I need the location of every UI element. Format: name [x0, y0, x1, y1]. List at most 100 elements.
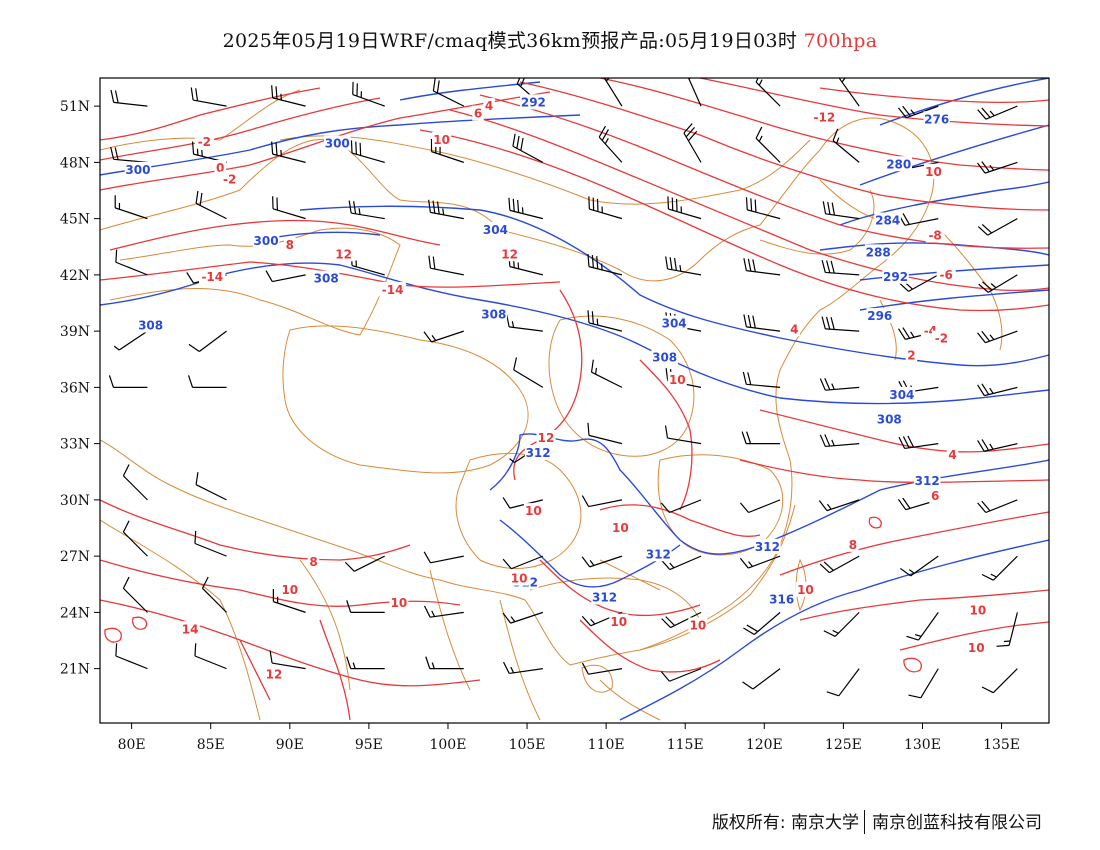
wind-barb	[977, 105, 1018, 120]
temp-contour-l	[819, 87, 1049, 104]
wind-barb	[978, 274, 1018, 293]
wind-barb	[269, 650, 306, 670]
height-contour-308	[100, 262, 1049, 405]
copyright-text: 版权所有: 南京大学	[711, 813, 859, 833]
height-contour-label-bg	[754, 538, 781, 554]
height-contour-label-bg	[324, 135, 351, 151]
height-contour-label: 308	[652, 350, 677, 364]
temp-contour-t	[599, 504, 761, 537]
temperature-contour-label: 10	[525, 504, 542, 518]
height-contour-label: 312	[592, 590, 617, 604]
plot-area: 2923003002762802842882922963003043043083…	[100, 78, 1049, 723]
wind-barb	[271, 141, 306, 163]
wind-barb	[660, 499, 702, 514]
wind-barb	[683, 123, 702, 163]
wind-barb	[512, 133, 544, 163]
wind-barb	[588, 196, 623, 220]
temperature-contour-label-bg	[946, 446, 959, 462]
x-tick-label: 120E	[746, 737, 783, 753]
height-contour-label-bg	[874, 212, 901, 228]
taiwan	[795, 558, 807, 612]
height-contour-label-bg	[137, 317, 164, 333]
wind-barb	[823, 611, 860, 637]
wind-barb	[821, 260, 860, 276]
temp-contour-n	[639, 359, 693, 511]
height-contour-label: 312	[915, 474, 940, 488]
wind-barb	[739, 499, 781, 514]
wind-barb	[423, 330, 464, 343]
wind-barb	[826, 668, 860, 697]
temperature-contour-label-bg	[968, 602, 988, 618]
wind-barb	[113, 330, 148, 351]
wind-barb	[664, 425, 702, 445]
tibet-qinghai-border	[282, 325, 529, 474]
temperature-contour-label: -14	[382, 283, 404, 297]
height-contour-312	[489, 433, 1049, 555]
temp-contour-r	[100, 559, 461, 607]
height-contour-label: 292	[883, 270, 908, 284]
y-tick-label: 27N	[60, 549, 90, 565]
temperature-contour-label: -6	[940, 268, 953, 282]
wind-barb	[188, 330, 227, 353]
title-main: 2025年05月19日WRF/cmaq模式36km预报产品:05月19日03时	[222, 30, 798, 52]
coastline-south	[639, 504, 796, 651]
temperature-contour-label: 14	[182, 622, 199, 636]
wind-barb	[265, 270, 306, 283]
temperature-contour-label: -2	[198, 135, 211, 149]
temperature-contour-label: 8	[309, 555, 317, 569]
temperature-contour-label-bg	[966, 640, 986, 655]
temperature-contour-label-bg	[931, 330, 951, 346]
height-contour-label-bg	[524, 445, 552, 460]
height-contour-312b	[499, 519, 681, 588]
height-contour-label-bg	[591, 589, 618, 605]
wind-barb	[741, 431, 781, 445]
wind-barb	[428, 199, 464, 220]
wind-barb	[743, 258, 781, 276]
wind-barb	[667, 196, 702, 220]
y-tick-label: 39N	[60, 324, 90, 340]
wind-barb	[977, 383, 1018, 397]
wind-barb	[660, 555, 702, 571]
height-contour-label: 308	[877, 412, 902, 426]
height-contour-label: 304	[483, 223, 508, 237]
wind-barb	[194, 530, 227, 557]
wind-barb	[822, 201, 860, 220]
temperature-contour-label-bg	[847, 536, 859, 552]
x-tick-label: 80E	[118, 737, 146, 753]
temperature-contour-label: 12	[538, 431, 555, 445]
temperature-contour-label: 10	[968, 641, 985, 655]
temperature-contour-label-bg	[389, 595, 409, 610]
y-axis-lat: 51N 48N 45N 42N 39N 36N 33N 30N 27N 24N 21N	[60, 99, 100, 678]
wind-barb	[581, 662, 623, 675]
wind-barb	[425, 656, 464, 670]
temperature-contour-label: -2	[935, 332, 948, 346]
wind-barb	[194, 643, 227, 670]
temperature-contour-label-bg	[264, 666, 284, 682]
height-contour-label: 276	[924, 112, 949, 126]
wind-barb	[832, 128, 860, 163]
y-tick-label: 51N	[60, 99, 90, 115]
x-tick-label: 135E	[983, 737, 1020, 753]
x-axis-lon: 80E 85E 90E 95E 100E 105E 110E 115E 120E 125E 130E…	[118, 723, 1020, 753]
wind-barb	[977, 161, 1018, 174]
height-contour-label-bg	[651, 349, 678, 365]
wind-barb	[346, 656, 385, 670]
wind-barb	[996, 612, 1018, 647]
temperature-contour-label: 4	[948, 448, 956, 462]
pressure-level: 700hpa	[803, 30, 878, 52]
height-contour-label-bg	[480, 306, 508, 322]
temperature-contour-label: 12	[266, 667, 283, 681]
height-contour-label: 300	[125, 163, 150, 177]
temperature-contour-label: -14	[201, 270, 223, 284]
temp-contour-q	[100, 499, 411, 561]
height-contour-label-bg	[645, 546, 672, 562]
temperature-contour-label: 10	[612, 521, 629, 535]
height-contour-label-bg	[660, 315, 688, 331]
temperature-contour-label: 10	[925, 165, 942, 179]
wind-barb	[603, 78, 623, 107]
temperature-contour-label-bg	[609, 613, 629, 629]
temperature-contour-label-bg	[936, 266, 956, 282]
height-contour-label-bg	[768, 591, 795, 607]
temp-small-closed-1	[104, 627, 122, 643]
wind-barb	[598, 125, 623, 163]
